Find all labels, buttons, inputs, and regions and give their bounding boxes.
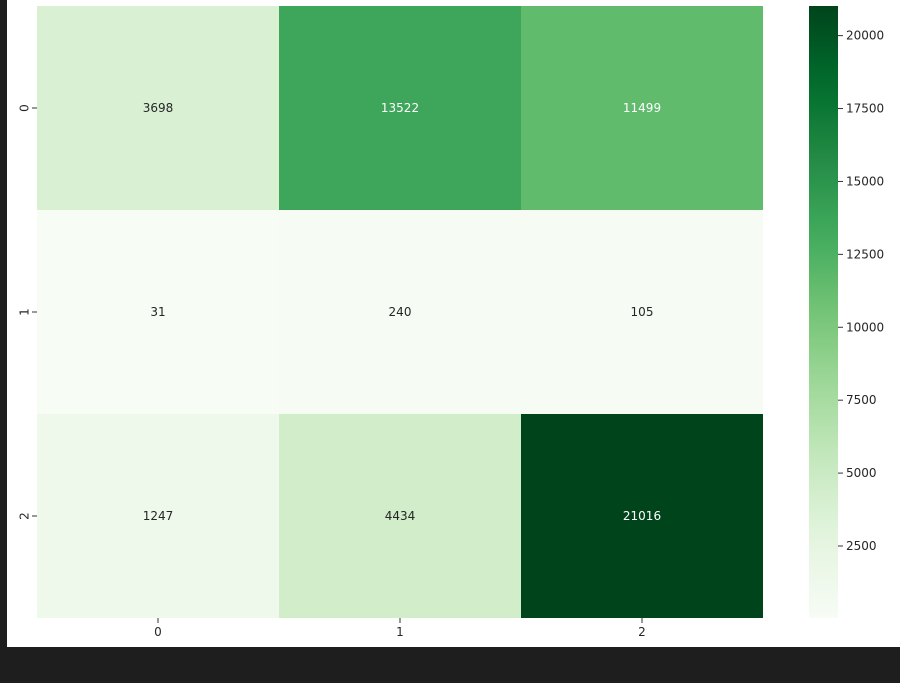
y-tick-label-1: 1 — [18, 308, 32, 316]
heatmap-cell-r0-c1 — [279, 6, 521, 210]
x-tick-label-2: 2 — [638, 625, 646, 639]
cell-annotation-r0-c0: 3698 — [143, 101, 174, 115]
colorbar-tick-label-1: 5000 — [846, 466, 877, 480]
cell-annotation-r1-c2: 105 — [631, 305, 654, 319]
colorbar-tick-label-5: 15000 — [846, 174, 884, 188]
cell-annotation-r1-c0: 31 — [150, 305, 165, 319]
heatmap-cell-r1-c1 — [279, 210, 521, 414]
colorbar-tick-label-6: 17500 — [846, 102, 884, 116]
heatmap-cell-r2-c0 — [37, 414, 279, 618]
heatmap-cell-r1-c0 — [37, 210, 279, 414]
x-axis: 0 1 2 — [154, 618, 646, 639]
colorbar-axis: 2500 5000 7500 10000 12500 15000 17500 20000 — [838, 29, 884, 553]
cell-annotation-r2-c1: 4434 — [385, 509, 416, 523]
cell-annotation-r0-c2: 11499 — [623, 101, 661, 115]
cell-annotation-r2-c2: 21016 — [623, 509, 661, 523]
colorbar-tick-label-3: 10000 — [846, 320, 884, 334]
x-tick-label-0: 0 — [154, 625, 162, 639]
heatmap-cells — [37, 6, 763, 618]
x-tick-label-1: 1 — [396, 625, 404, 639]
heatmap-cell-r2-c2 — [521, 414, 763, 618]
y-tick-label-0: 0 — [18, 104, 32, 112]
colorbar-tick-label-7: 20000 — [846, 29, 884, 43]
colorbar — [809, 6, 838, 618]
heatmap-cell-r2-c1 — [279, 414, 521, 618]
heatmap-cell-r0-c2 — [521, 6, 763, 210]
y-axis: 0 1 2 — [18, 104, 37, 520]
heatmap-cell-r1-c2 — [521, 210, 763, 414]
y-tick-label-2: 2 — [18, 512, 32, 520]
heatmap-cell-r0-c0 — [37, 6, 279, 210]
colorbar-tick-label-4: 12500 — [846, 247, 884, 261]
colorbar-tick-label-2: 7500 — [846, 393, 877, 407]
cell-annotations: 3698 13522 11499 31 240 105 1247 4434 21016 — [143, 101, 661, 523]
colorbar-tick-label-0: 2500 — [846, 539, 877, 553]
cell-annotation-r1-c1: 240 — [389, 305, 412, 319]
cell-annotation-r2-c0: 1247 — [143, 509, 174, 523]
cell-annotation-r0-c1: 13522 — [381, 101, 419, 115]
